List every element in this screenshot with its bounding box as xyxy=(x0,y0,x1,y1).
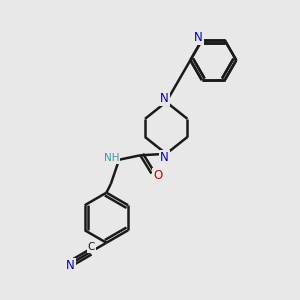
Text: O: O xyxy=(153,169,163,182)
Text: N: N xyxy=(66,259,75,272)
Text: N: N xyxy=(160,92,169,105)
Text: N: N xyxy=(160,151,169,164)
Text: C: C xyxy=(87,242,95,252)
Text: N: N xyxy=(194,31,203,44)
Text: NH: NH xyxy=(104,153,119,163)
